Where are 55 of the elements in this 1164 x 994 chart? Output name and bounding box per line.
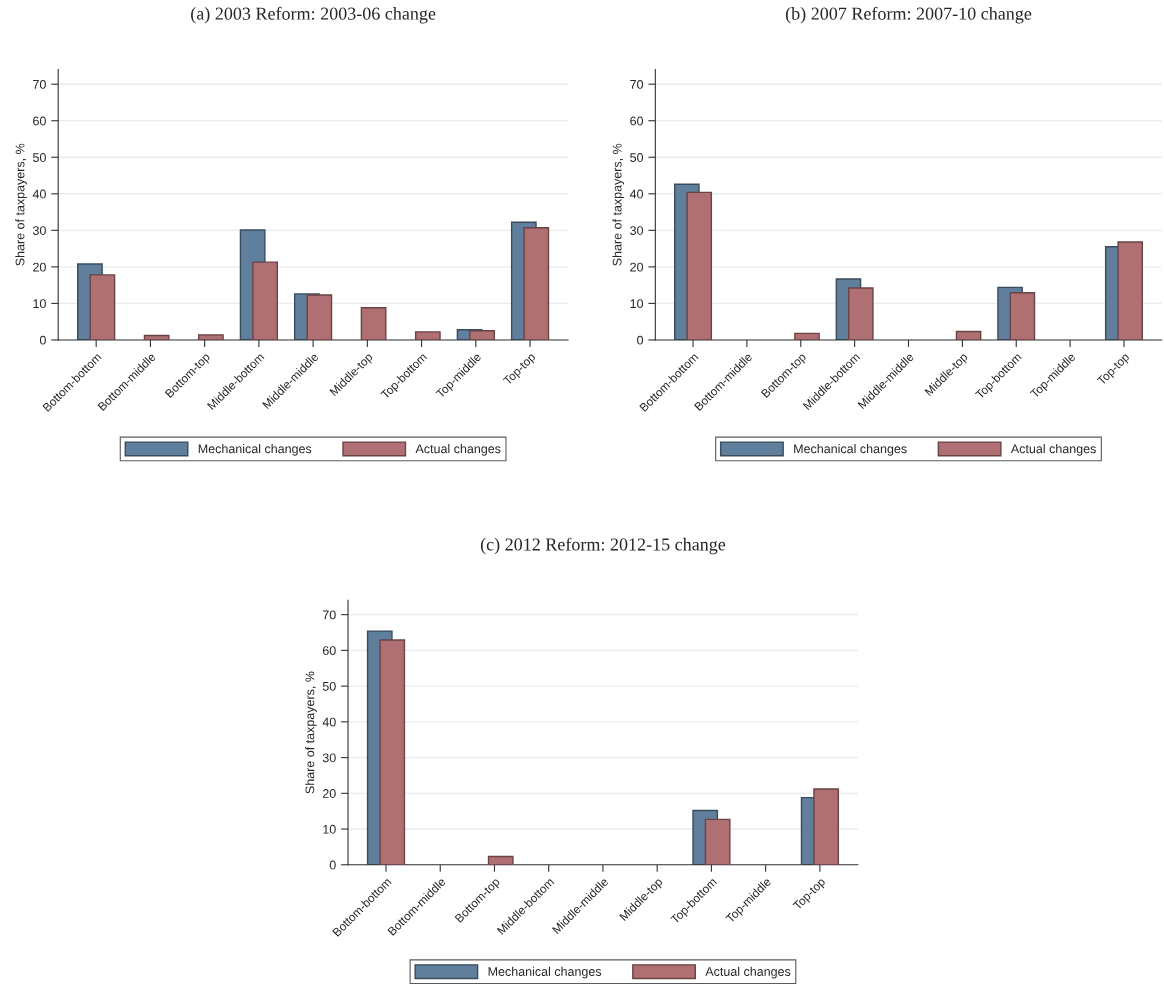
bar bbox=[813, 788, 840, 865]
y-axis-title: Share of taxpayers, % bbox=[612, 143, 625, 266]
y-tick-label: 50 bbox=[32, 153, 46, 162]
y-tick-label: 10 bbox=[323, 824, 336, 834]
y-tick-label: 50 bbox=[322, 681, 336, 691]
bar bbox=[469, 330, 495, 340]
y-tick-label: 60 bbox=[630, 116, 644, 126]
bar bbox=[686, 191, 713, 340]
bar bbox=[360, 307, 387, 340]
bar bbox=[414, 331, 441, 340]
chart-title: (c) 2012 Reform: 2012-15 change bbox=[480, 537, 726, 555]
bar bbox=[252, 261, 279, 340]
bar bbox=[848, 287, 874, 340]
y-tick-label: 70 bbox=[33, 80, 46, 89]
legend-label: Actual changes bbox=[705, 966, 791, 979]
y-tick-label: 20 bbox=[33, 262, 46, 272]
legend-label: Actual changes bbox=[1010, 444, 1096, 456]
legend-label: Mechanical changes bbox=[488, 966, 602, 979]
bar bbox=[143, 334, 170, 340]
y-tick-label: 60 bbox=[33, 116, 46, 126]
y-tick-label: 0 bbox=[637, 335, 644, 345]
bar bbox=[487, 855, 514, 865]
bar bbox=[379, 639, 406, 865]
y-tick-label: 20 bbox=[630, 262, 644, 272]
y-tick-label: 30 bbox=[32, 226, 46, 235]
y-tick-label: 0 bbox=[39, 335, 46, 345]
y-tick-label: 40 bbox=[322, 717, 336, 727]
y-tick-label: 40 bbox=[32, 189, 46, 199]
bar bbox=[89, 274, 116, 340]
legend-label: Mechanical changes bbox=[198, 444, 312, 456]
legend-label: Mechanical changes bbox=[794, 444, 907, 456]
bar bbox=[1117, 241, 1143, 340]
bar bbox=[306, 294, 333, 340]
y-tick-label: 50 bbox=[630, 153, 644, 162]
y-tick-label: 10 bbox=[630, 299, 644, 309]
y-tick-label: 70 bbox=[630, 80, 644, 89]
y-tick-label: 60 bbox=[322, 646, 336, 656]
bar bbox=[955, 330, 982, 340]
y-tick-label: 20 bbox=[322, 789, 336, 798]
y-tick-label: 70 bbox=[322, 610, 336, 620]
bar bbox=[704, 818, 731, 865]
y-axis-title: Share of taxpayers, % bbox=[15, 143, 27, 266]
y-tick-label: 30 bbox=[630, 226, 644, 235]
legend-label: Actual changes bbox=[415, 444, 501, 456]
y-tick-label: 0 bbox=[329, 860, 336, 870]
bar bbox=[1009, 292, 1036, 340]
bar bbox=[197, 334, 224, 340]
y-tick-label: 10 bbox=[33, 299, 46, 309]
y-tick-label: 30 bbox=[322, 753, 336, 763]
bar bbox=[794, 332, 820, 340]
chart-title: (a) 2003 Reform: 2003-06 change bbox=[191, 6, 436, 24]
chart-title: (b) 2007 Reform: 2007-10 change bbox=[785, 6, 1032, 24]
y-tick-label: 40 bbox=[629, 189, 644, 199]
y-axis-title: Share of taxpayers, % bbox=[305, 671, 317, 794]
bar bbox=[523, 227, 550, 340]
